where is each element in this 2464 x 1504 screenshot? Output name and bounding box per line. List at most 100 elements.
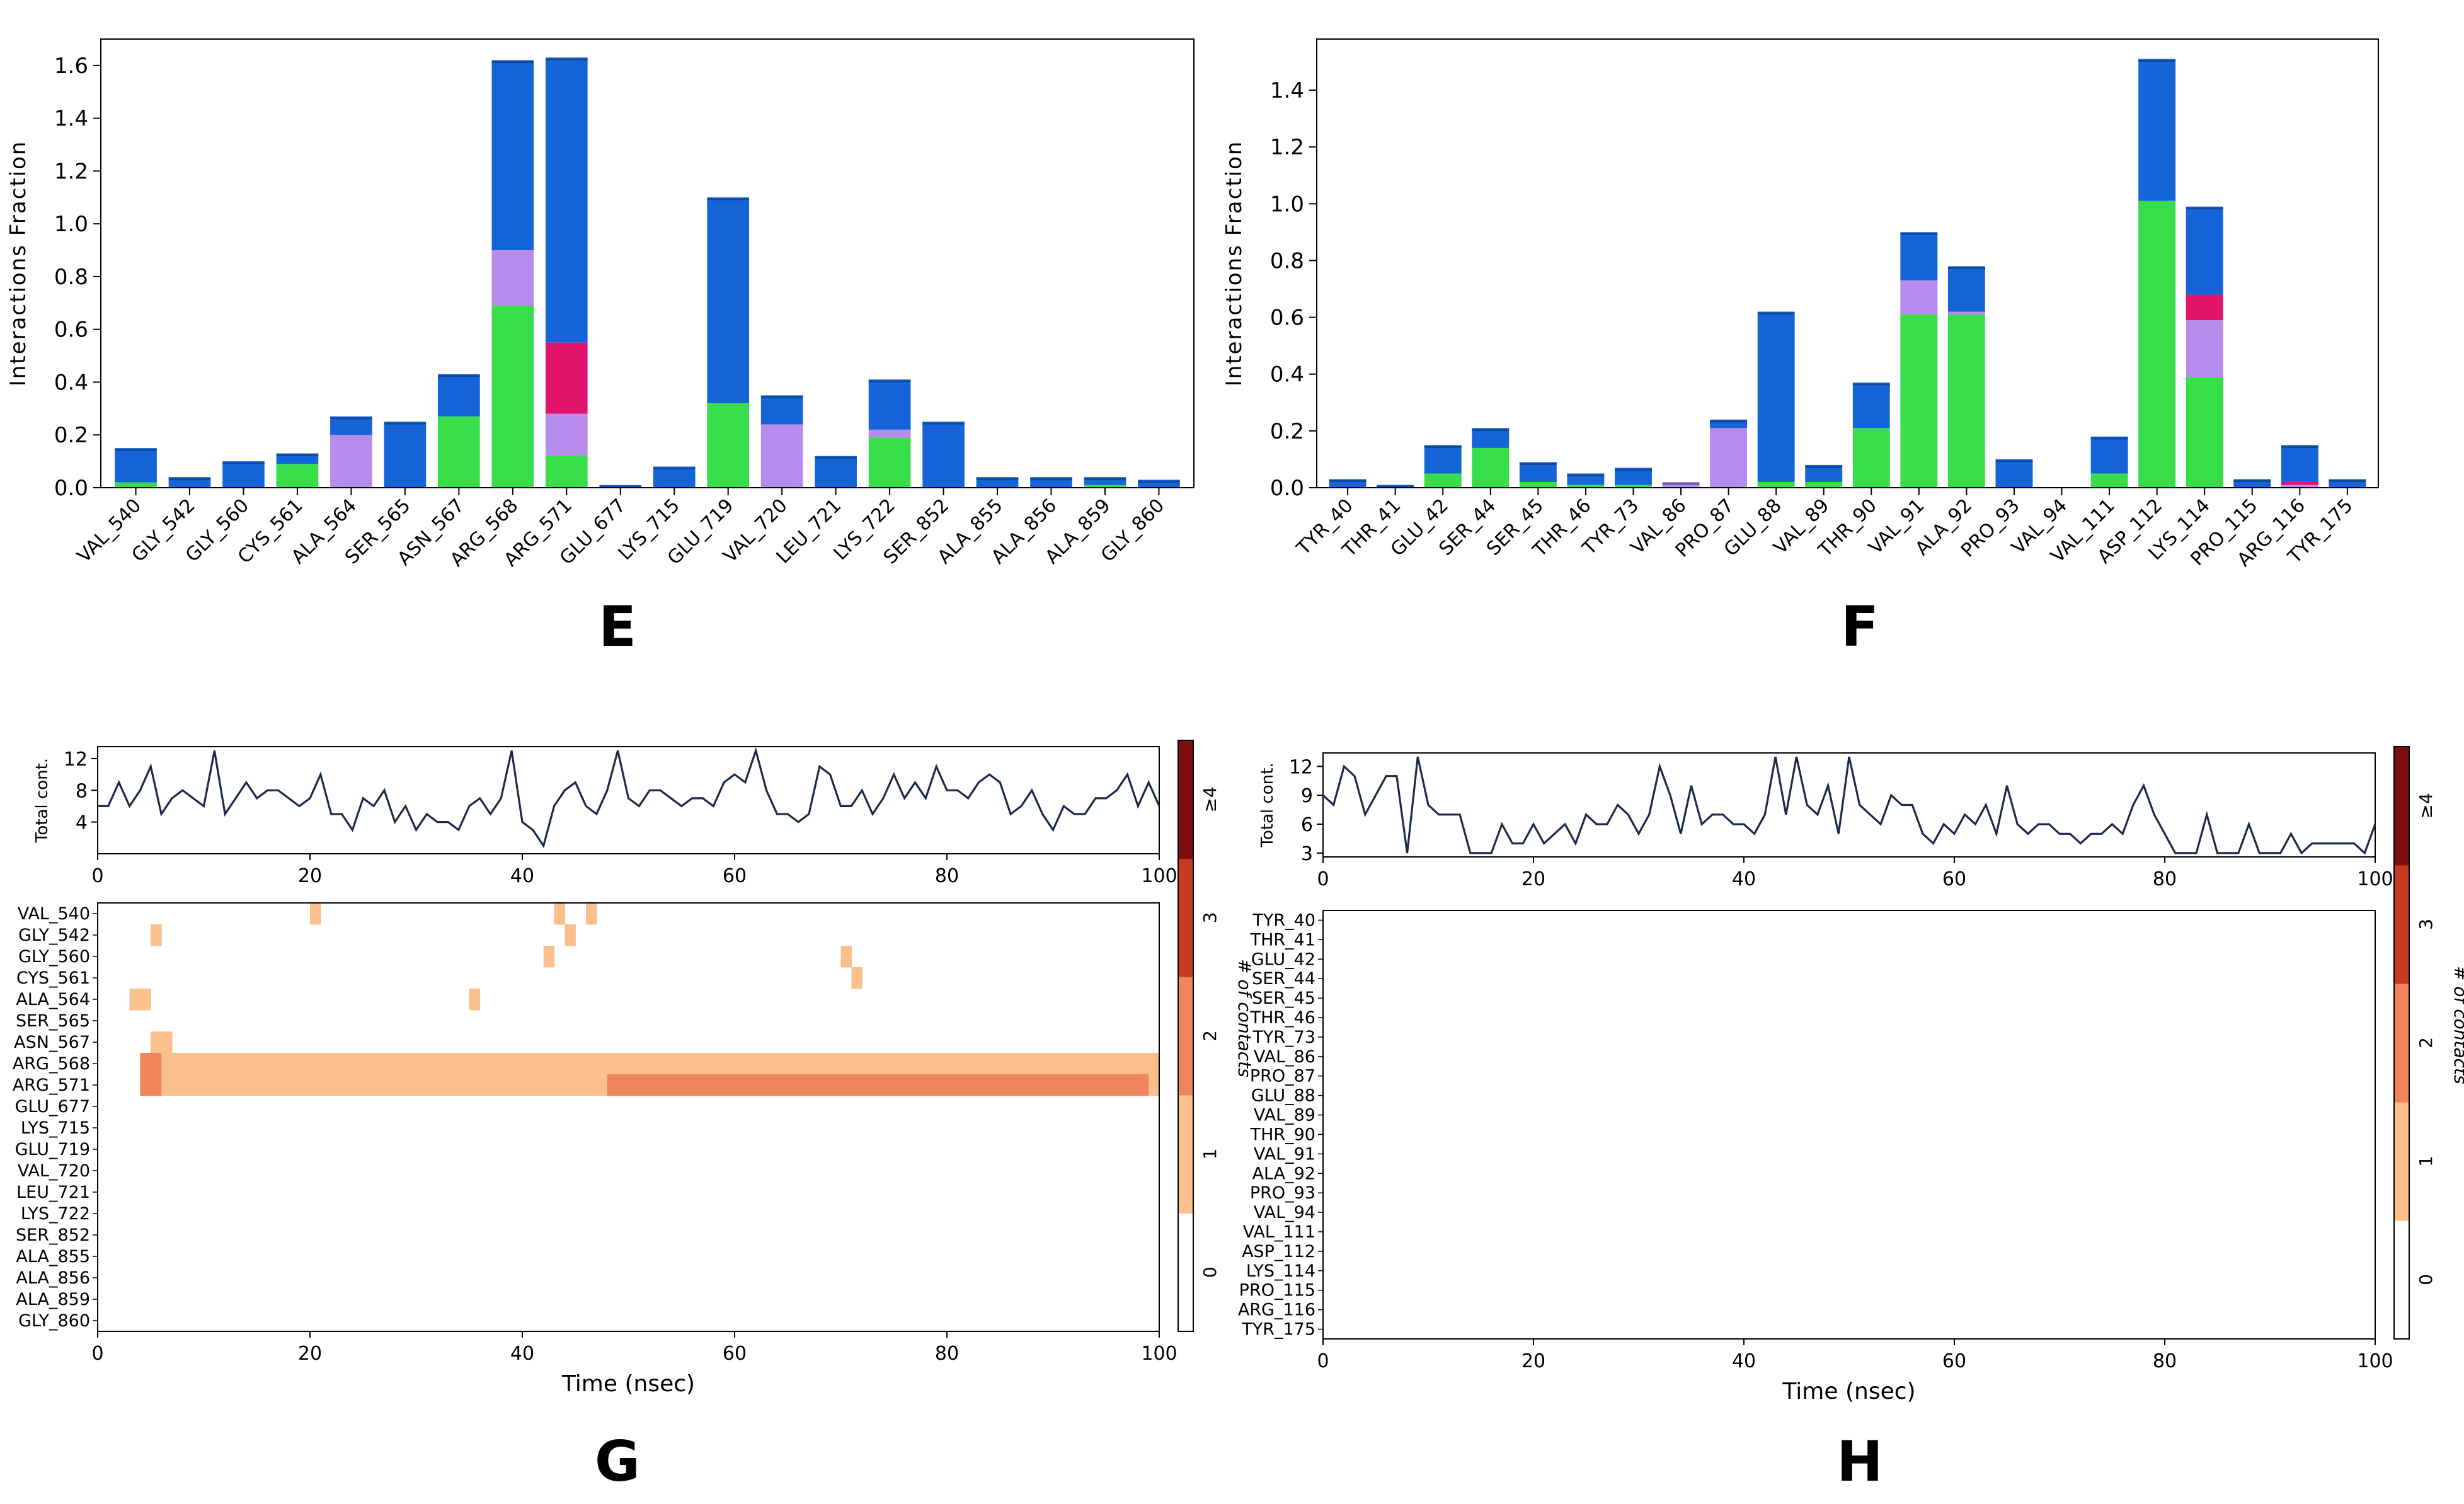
colorbar-tick-label: 0 — [1200, 1266, 1220, 1278]
heatmap-cell — [1106, 1074, 1118, 1096]
residue-label: VAL_720 — [18, 1161, 90, 1181]
colorbar-segment — [2394, 1102, 2409, 1221]
heatmap-cell — [363, 1074, 374, 1096]
heatmap-cell — [681, 1053, 693, 1075]
heatmap-cell — [596, 1053, 608, 1075]
bar-segment-water-bridge — [1757, 311, 1795, 482]
bar-segment-hydrophobic — [2186, 320, 2223, 377]
heat-x-tick-label: 100 — [2357, 1350, 2393, 1372]
heatmap-cell — [1095, 1053, 1107, 1075]
panel-label-e: E — [599, 594, 636, 659]
residue-label: GLU_88 — [1251, 1086, 1315, 1106]
heatmap-cell — [617, 1074, 629, 1096]
heatmap-cell — [862, 1074, 873, 1096]
heatmap-cell — [469, 1053, 481, 1075]
bar-segment-hydrophobic — [491, 250, 534, 306]
heatmap-cell — [214, 1053, 226, 1075]
bar-segment-water-bridge — [1472, 428, 1510, 448]
bar-segment-water-bridge — [760, 395, 803, 425]
heatmap-cell — [352, 1074, 364, 1096]
residue-label: VAL_540 — [18, 904, 90, 924]
bar-segment-hbond — [1472, 447, 1510, 488]
heat-x-tick-label: 60 — [1942, 1350, 1966, 1372]
heatmap-cell — [1074, 1074, 1086, 1096]
heatmap-cell — [299, 1074, 311, 1096]
bar-segment-hbond — [1519, 481, 1557, 488]
heatmap-cell — [1106, 1053, 1118, 1075]
heatmap-cell — [278, 1074, 289, 1096]
heatmap-cell — [405, 1053, 417, 1075]
bar-segment-hydrophobic — [1662, 481, 1700, 488]
heatmap-cell — [840, 946, 852, 968]
heatmap-cell — [724, 1053, 735, 1075]
heatmap-cell — [893, 1074, 905, 1096]
heatmap-cell — [384, 1053, 396, 1075]
bar-segment-hydrophobic — [2281, 485, 2318, 488]
residue-label: THR_90 — [1250, 1125, 1315, 1144]
heatmap-cell — [1063, 1074, 1075, 1096]
heatmap-cell — [713, 1053, 725, 1075]
colorbar-tick-label: 1 — [1200, 1149, 1220, 1160]
panel-label-f: F — [1841, 594, 1879, 659]
y-tick-label: 1.6 — [54, 54, 88, 79]
heatmap-cell — [1095, 1074, 1107, 1096]
heatmap-cell — [735, 1074, 746, 1096]
heatmap-cell — [140, 1053, 151, 1075]
heatmap-cell — [893, 1053, 905, 1075]
heatmap-cell — [479, 1053, 491, 1075]
bar-segment-water-bridge — [2090, 436, 2128, 474]
residue-label: GLY_860 — [18, 1311, 90, 1331]
heatmap-cell — [777, 1053, 788, 1075]
heatmap-cell — [777, 1074, 788, 1096]
heat-x-tick-label: 80 — [2153, 1350, 2177, 1372]
bar-segment-water-bridge — [868, 379, 911, 430]
heatmap-cell — [1000, 1074, 1011, 1096]
bar-segment-water-bridge — [1615, 468, 1652, 485]
residue-label: ASN_567 — [14, 1033, 90, 1052]
residue-label: VAL_91 — [1254, 1144, 1315, 1164]
residue-label: TYR_40 — [1252, 910, 1315, 930]
residue-label: GLU_719 — [15, 1140, 90, 1159]
heatmap-cell — [554, 1053, 565, 1075]
colorbar-segment — [1178, 977, 1193, 1096]
heatmap-cell — [374, 1053, 385, 1075]
total-x-tick-label: 100 — [2357, 868, 2393, 890]
heatmap-cell — [129, 989, 140, 1011]
heat-x-tick-label: 20 — [1521, 1350, 1545, 1372]
total-x-tick-label: 60 — [1942, 868, 1966, 890]
heatmap-cell — [1138, 1074, 1149, 1096]
panel-label-h: H — [1837, 1429, 1883, 1494]
heatmap-cell — [575, 1053, 587, 1075]
bar-segment-water-bridge — [1995, 459, 2033, 488]
bar-segment-water-bridge — [707, 197, 750, 403]
residue-label: GLU_42 — [1251, 950, 1315, 969]
heatmap-cell — [267, 1074, 279, 1096]
heatmap-cell — [1127, 1053, 1138, 1075]
total-y-tick-label: 3 — [1301, 843, 1313, 865]
heatmap-cell — [724, 1074, 735, 1096]
heatmap-cell — [873, 1053, 884, 1075]
heatmap-cell — [702, 1053, 714, 1075]
heatmap-cell — [490, 1053, 501, 1075]
bar-segment-hydrophobic — [1900, 280, 1938, 315]
residue-label: ARG_568 — [13, 1054, 90, 1074]
heatmap-cell — [628, 1053, 639, 1075]
heatmap-cell — [745, 1053, 757, 1075]
colorbar-tick-label: ≥4 — [1200, 786, 1220, 812]
heatmap-cell — [989, 1053, 1000, 1075]
heatmap-cell — [1063, 1053, 1075, 1075]
heatmap-cell — [437, 1053, 449, 1075]
heatmap-cell — [660, 1053, 672, 1075]
heatmap-cell — [670, 1074, 682, 1096]
x-axis-label: Time (nsec) — [1782, 1379, 1915, 1404]
bar-segment-hbond — [2186, 377, 2223, 488]
residue-label: SER_45 — [1252, 989, 1315, 1008]
residue-label: GLY_560 — [18, 947, 90, 967]
heatmap-cell — [543, 1053, 555, 1075]
bar-segment-ionic — [545, 342, 588, 414]
residue-label: SER_44 — [1252, 969, 1315, 989]
bar-segment-hydrophobic — [1710, 428, 1748, 488]
bar-segment-water-bridge — [1519, 462, 1557, 482]
heatmap-frame — [1322, 910, 2376, 1340]
heatmap-cell — [883, 1074, 895, 1096]
